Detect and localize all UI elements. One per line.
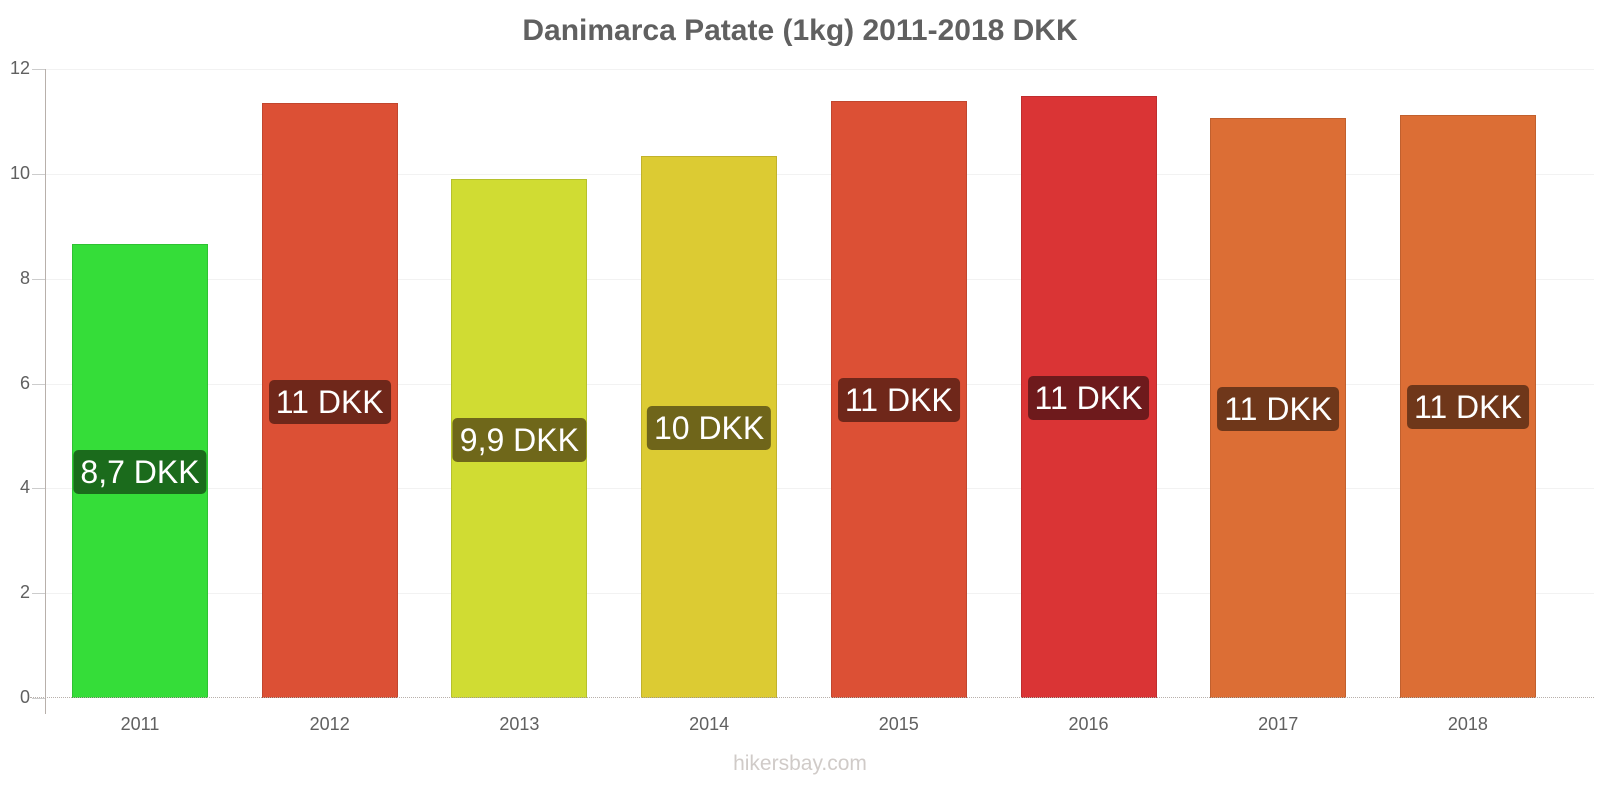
y-axis-line	[45, 69, 46, 714]
x-tick-label: 2016	[1068, 714, 1109, 734]
bar-2017[interactable]: 11 DKK	[1210, 117, 1347, 698]
bar-2012[interactable]: 11 DKK	[261, 103, 398, 698]
data-label: 11 DKK	[1027, 375, 1150, 420]
x-tick-label: 2015	[878, 714, 919, 734]
gridline	[46, 278, 1594, 280]
y-tick-label: 10	[9, 162, 30, 183]
y-tick-label: 8	[19, 267, 30, 288]
y-tick-label: 6	[19, 372, 30, 393]
chart-title: Danimarca Patate (1kg) 2011-2018 DKK	[522, 14, 1078, 47]
bar-2018[interactable]: 11 DKK	[1399, 114, 1536, 698]
bar-2013[interactable]: 9,9 DKK	[451, 179, 588, 698]
x-tick-label: 2014	[689, 714, 730, 734]
y-tick-mark	[32, 488, 45, 490]
x-tick-label: 2017	[1258, 714, 1299, 734]
gridline	[46, 383, 1594, 385]
bar-2011[interactable]: 8,7 DKK	[72, 244, 208, 698]
gridline	[46, 173, 1594, 175]
gridline	[46, 488, 1594, 490]
source-watermark[interactable]: hikersbay.com	[733, 752, 867, 775]
x-axis-line	[30, 697, 1594, 698]
gridline	[46, 593, 1594, 595]
bar-2016[interactable]: 11 DKK	[1020, 95, 1157, 698]
data-label: 10 DKK	[646, 406, 772, 450]
y-tick-mark	[32, 69, 45, 70]
y-tick-mark	[32, 383, 45, 385]
y-tick-mark	[32, 593, 45, 595]
x-tick-label: 2011	[120, 714, 160, 734]
plot-area: 8,7 DKK 11 DKK 9,9 DKK 10 DKK 11 DKK 11 DKK 11…	[46, 69, 1594, 698]
y-tick-mark	[32, 698, 45, 699]
y-tick-label: 12	[9, 58, 30, 78]
y-tick-label: 0	[19, 687, 30, 707]
y-tick-label: 4	[19, 477, 30, 498]
gridline	[46, 69, 1594, 70]
x-tick-label: 2013	[499, 714, 540, 734]
data-label: 11 DKK	[1406, 385, 1529, 430]
data-label: 9,9 DKK	[452, 417, 586, 462]
bar-2015[interactable]: 11 DKK	[830, 100, 967, 698]
data-label: 11 DKK	[837, 378, 960, 423]
y-tick-label: 2	[19, 582, 30, 603]
y-tick-mark	[32, 278, 45, 280]
data-label: 8,7 DKK	[73, 450, 207, 495]
data-label: 11 DKK	[268, 379, 391, 424]
data-label: 11 DKK	[1217, 386, 1340, 431]
x-tick-label: 2012	[309, 714, 350, 734]
y-tick-mark	[32, 173, 45, 175]
x-tick-label: 2018	[1447, 714, 1488, 734]
bar-2014[interactable]: 10 DKK	[641, 156, 778, 698]
